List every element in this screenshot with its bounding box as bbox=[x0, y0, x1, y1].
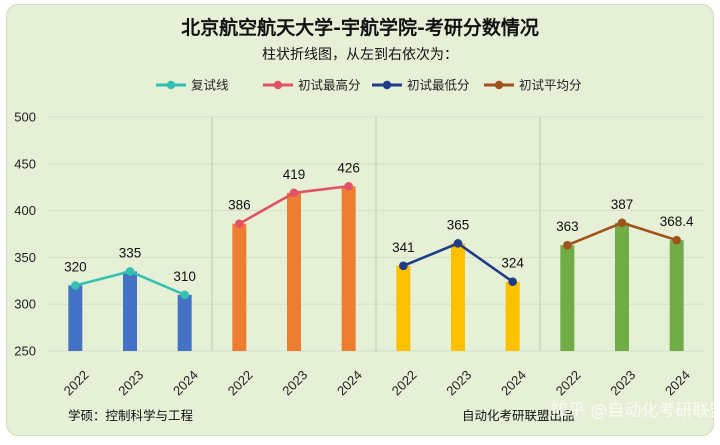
legend: 复试线 初试最高分 初试最低分 初试平均分 bbox=[156, 78, 582, 93]
x-tick-label: 2022 bbox=[389, 367, 420, 398]
bar bbox=[287, 192, 301, 351]
data-label: 335 bbox=[119, 245, 142, 260]
bar bbox=[451, 243, 465, 351]
legend-label: 初试平均分 bbox=[519, 78, 582, 93]
x-tick-label: 2023 bbox=[279, 367, 310, 398]
data-labels-layer: 320 335 310 2022 2023 2024 386 419 426 2022 2023 20… bbox=[61, 160, 694, 398]
data-label: 368.4 bbox=[660, 214, 694, 229]
x-tick-label: 2024 bbox=[662, 367, 693, 398]
line-marker bbox=[235, 219, 244, 229]
x-tick-label: 2023 bbox=[115, 367, 146, 398]
y-tick-label: 400 bbox=[14, 203, 36, 218]
plot-area: 250 300 350 400 450 500 bbox=[14, 110, 704, 359]
x-tick-label: 2024 bbox=[334, 367, 365, 398]
data-label: 387 bbox=[611, 197, 634, 212]
line-marker bbox=[563, 240, 572, 250]
bar bbox=[123, 271, 137, 351]
y-tick-label: 300 bbox=[14, 297, 36, 312]
legend-item: 初试最高分 bbox=[263, 78, 361, 93]
line-marker bbox=[399, 261, 408, 271]
line-marker bbox=[672, 235, 681, 245]
data-label: 324 bbox=[501, 256, 524, 271]
bar bbox=[396, 265, 411, 351]
x-tick-label: 2023 bbox=[607, 367, 638, 398]
bar bbox=[68, 285, 83, 351]
legend-marker bbox=[273, 80, 283, 90]
bar bbox=[341, 186, 356, 351]
legend-item: 初试最低分 bbox=[372, 78, 470, 93]
chart-title: 北京航空航天大学-宇航学院-考研分数情况 bbox=[181, 16, 539, 39]
data-label: 320 bbox=[64, 259, 87, 274]
line-marker bbox=[125, 267, 135, 276]
legend-label: 复试线 bbox=[191, 78, 229, 93]
legend-marker bbox=[382, 80, 392, 90]
watermark: 知乎 @自动化考研联盟 bbox=[551, 401, 714, 421]
y-tick-label: 350 bbox=[14, 250, 36, 265]
x-tick-label: 2024 bbox=[498, 367, 529, 398]
chart-canvas: 北京航空航天大学-宇航学院-考研分数情况 柱状折线图，从左到右依次为： 复试线 初… bbox=[14, 16, 714, 423]
legend-label: 初试最低分 bbox=[407, 78, 470, 93]
bar bbox=[560, 245, 575, 351]
bar bbox=[232, 223, 247, 351]
line-marker bbox=[344, 181, 353, 191]
line-marker bbox=[289, 188, 299, 198]
bar bbox=[615, 222, 629, 351]
data-label: 363 bbox=[556, 219, 579, 234]
bar bbox=[505, 281, 520, 351]
legend-item: 初试平均分 bbox=[484, 78, 582, 93]
legend-marker bbox=[166, 80, 176, 90]
line-marker bbox=[71, 281, 80, 290]
legend-marker bbox=[494, 80, 504, 90]
data-label: 341 bbox=[392, 240, 415, 255]
y-tick-label: 500 bbox=[14, 110, 36, 125]
legend-item: 复试线 bbox=[156, 78, 229, 93]
bar bbox=[669, 240, 684, 351]
line-marker bbox=[180, 290, 189, 300]
data-label: 426 bbox=[337, 160, 360, 175]
x-tick-label: 2022 bbox=[61, 367, 92, 398]
bars-layer bbox=[68, 186, 684, 351]
y-tick-label: 250 bbox=[14, 344, 36, 359]
data-label: 419 bbox=[283, 167, 306, 182]
data-label: 386 bbox=[228, 198, 251, 213]
x-tick-label: 2024 bbox=[170, 367, 201, 398]
chart-subtitle: 柱状折线图，从左到右依次为： bbox=[262, 47, 458, 63]
line-marker bbox=[508, 277, 517, 287]
lines-layer bbox=[71, 181, 681, 300]
x-tick-label: 2022 bbox=[225, 367, 256, 398]
footer-left: 学硕：控制科学与工程 bbox=[68, 408, 194, 423]
x-tick-label: 2022 bbox=[553, 367, 584, 398]
chart-frame: 北京航空航天大学-宇航学院-考研分数情况 柱状折线图，从左到右依次为： 复试线 初… bbox=[6, 4, 714, 436]
y-tick-label: 450 bbox=[14, 156, 36, 171]
data-label: 365 bbox=[447, 217, 470, 232]
x-tick-label: 2023 bbox=[443, 367, 474, 398]
footer-right: 自动化考研联盟出品 bbox=[462, 408, 575, 423]
line-marker bbox=[453, 239, 463, 248]
legend-label: 初试最高分 bbox=[298, 78, 361, 93]
data-label: 310 bbox=[173, 269, 196, 284]
line-marker bbox=[617, 218, 627, 228]
bar bbox=[177, 294, 192, 351]
